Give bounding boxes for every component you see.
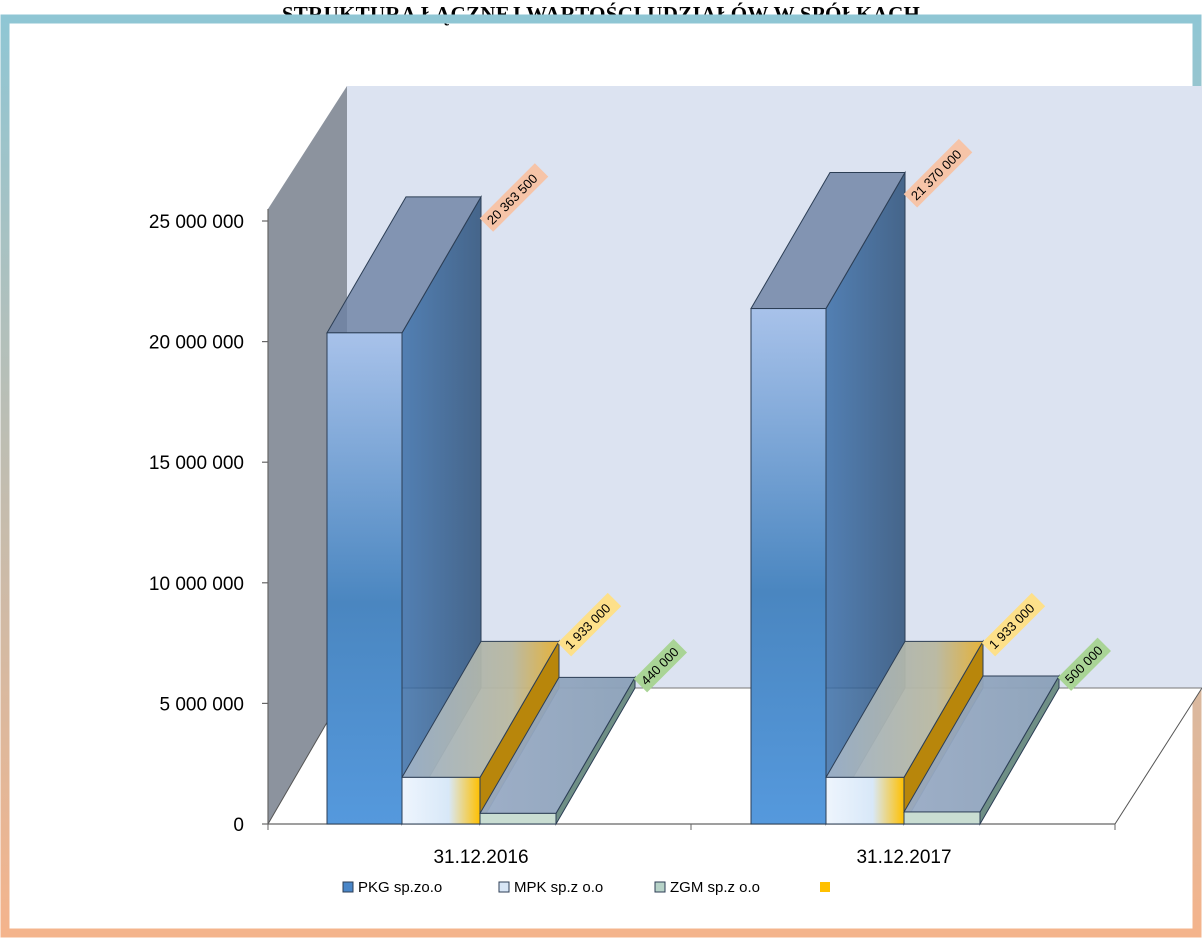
legend-item: PKG sp.zo.o: [342, 879, 442, 896]
legend-swatch: [820, 882, 830, 892]
legend-item: ZGM sp.z o.o: [654, 879, 760, 896]
y-tick-label: 25 000 000: [149, 212, 244, 233]
legend-item: [820, 882, 830, 892]
bar-pkg-0: [326, 194, 482, 826]
data-label-box: [1057, 637, 1112, 691]
data-label-box: [903, 138, 973, 208]
legend: PKG sp.zo.o MPK sp.z o.o ZGM sp.z o.o: [342, 879, 830, 896]
bar-front-face: [479, 812, 557, 825]
y-tick-label: 0: [233, 815, 244, 836]
data-label-box: [479, 163, 549, 232]
y-tick-label: 20 000 000: [149, 333, 244, 354]
bar-mpk-0: [401, 639, 560, 826]
bar-front-face: [326, 332, 403, 825]
legend-swatch: [654, 881, 666, 893]
bar-front-face: [825, 776, 905, 825]
bar-zgm-0: [479, 675, 636, 826]
category-labels-group: 31.12.2016 31.12.2017: [433, 847, 951, 868]
legend-label: MPK sp.z o.o: [514, 879, 603, 896]
data-label-box: [633, 639, 688, 693]
legend-label: PKG sp.zo.o: [358, 879, 442, 896]
bar-pkg-1: [750, 170, 906, 826]
category-label: 31.12.2017: [856, 847, 951, 868]
chart-svg: 0 5 000 000 10 000 000 15 000 000 20 000 000…: [0, 14, 1202, 938]
legend-swatch: [342, 881, 354, 893]
legend-label: ZGM sp.z o.o: [670, 879, 760, 896]
bar-front-face: [903, 811, 981, 825]
category-label: 31.12.2016: [433, 847, 528, 868]
bar-zgm-1: [903, 674, 1060, 826]
y-tick-label: 5 000 000: [159, 694, 244, 715]
bar-front-face: [750, 308, 827, 825]
bars-group: [326, 170, 1060, 826]
legend-swatch: [498, 881, 510, 893]
y-tick-label: 15 000 000: [149, 453, 244, 474]
y-tick-label: 10 000 000: [149, 574, 244, 595]
data-label-box: [981, 592, 1046, 657]
legend-item: MPK sp.z o.o: [498, 879, 603, 896]
data-label-box: [557, 592, 622, 657]
y-axis-ticks: 0 5 000 000 10 000 000 15 000 000 20 000 000…: [149, 212, 268, 836]
bar-front-face: [401, 776, 481, 825]
